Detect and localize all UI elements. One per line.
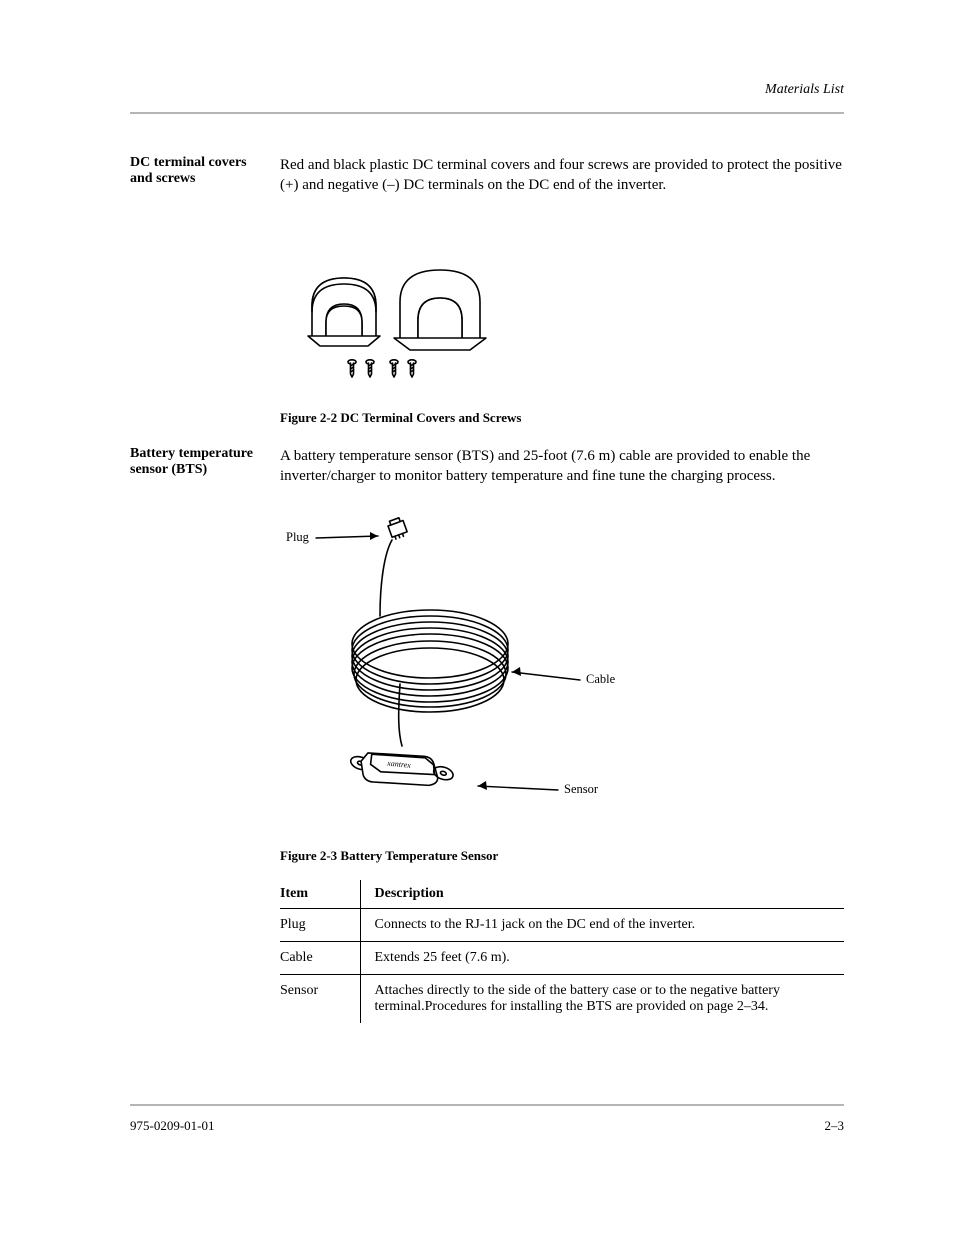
bts-parts-table: Item Description Plug Connects to the RJ… xyxy=(280,880,844,1023)
section-label-covers: DC terminal covers and screws xyxy=(130,155,260,187)
running-head: Materials List xyxy=(765,82,844,98)
td-desc: Extends 25 feet (7.6 m). xyxy=(360,942,844,975)
fig-2-3-caption-block: Figure 2-3 Battery Temperature Sensor xyxy=(280,840,844,864)
td-item: Cable xyxy=(280,942,360,975)
bts-illustration: xantrex xyxy=(280,514,600,834)
fig-2-3-caption: Figure 2-3 Battery Temperature Sensor xyxy=(280,848,844,864)
fig-2-2-caption-block: Figure 2-2 DC Terminal Covers and Screws xyxy=(280,402,844,426)
figure-2-3: xantrex Plug Cable Sensor xyxy=(280,514,600,834)
table-header-row: Item Description xyxy=(280,880,844,909)
rule-bottom xyxy=(130,1104,844,1106)
page: Materials List DC terminal covers and sc… xyxy=(0,0,954,1235)
footer-left: 975-0209-01-01 xyxy=(130,1118,215,1134)
table-row: Cable Extends 25 feet (7.6 m). xyxy=(280,942,844,975)
figure-2-2 xyxy=(282,266,552,396)
th-item: Item xyxy=(280,880,360,909)
td-item: Sensor xyxy=(280,975,360,1024)
table-row: Plug Connects to the RJ-11 jack on the D… xyxy=(280,909,844,942)
para-covers-text: Red and black plastic DC terminal covers… xyxy=(280,155,844,196)
label-plug: Plug xyxy=(286,530,309,545)
th-desc: Description xyxy=(360,880,844,909)
label-sensor: Sensor xyxy=(564,782,598,797)
td-desc: Attaches directly to the side of the bat… xyxy=(360,975,844,1024)
covers-illustration xyxy=(282,266,552,396)
label-cable: Cable xyxy=(586,672,615,687)
table-row: Sensor Attaches directly to the side of … xyxy=(280,975,844,1024)
fig-2-2-caption: Figure 2-2 DC Terminal Covers and Screws xyxy=(280,410,844,426)
para-bts-text: A battery temperature sensor (BTS) and 2… xyxy=(280,446,844,487)
section-label-bts: Battery temperature sensor (BTS) xyxy=(130,446,260,478)
para-covers: Red and black plastic DC terminal covers… xyxy=(280,155,844,196)
td-desc: Connects to the RJ-11 jack on the DC end… xyxy=(360,909,844,942)
footer-right: 2–3 xyxy=(825,1118,845,1134)
rule-top xyxy=(130,112,844,114)
td-item: Plug xyxy=(280,909,360,942)
para-bts: A battery temperature sensor (BTS) and 2… xyxy=(280,446,844,487)
